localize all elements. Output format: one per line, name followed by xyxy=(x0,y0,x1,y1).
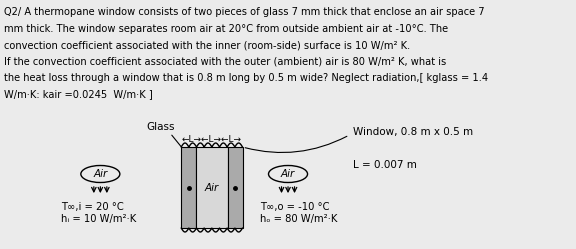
Ellipse shape xyxy=(268,166,308,183)
Bar xyxy=(181,147,196,228)
Text: T∞,i = 20 °C: T∞,i = 20 °C xyxy=(61,202,124,212)
Bar xyxy=(228,147,242,228)
Text: Q2/ A thermopane window consists of two pieces of glass 7 mm thick that enclose : Q2/ A thermopane window consists of two … xyxy=(3,7,484,17)
Bar xyxy=(196,147,228,228)
Text: W/m·K: kair =0.0245  W/m·K ]: W/m·K: kair =0.0245 W/m·K ] xyxy=(3,89,153,100)
Text: Window, 0.8 m x 0.5 m: Window, 0.8 m x 0.5 m xyxy=(353,127,473,137)
Text: the heat loss through a window that is 0.8 m long by 0.5 m wide? Neglect radiati: the heat loss through a window that is 0… xyxy=(3,73,488,83)
Text: Glass: Glass xyxy=(146,122,175,132)
Text: ←L→←L→←L→: ←L→←L→←L→ xyxy=(182,134,242,143)
Text: Air: Air xyxy=(204,183,219,192)
Text: If the convection coefficient associated with the outer (ambient) air is 80 W/m²: If the convection coefficient associated… xyxy=(3,57,446,66)
Text: Air: Air xyxy=(93,169,108,179)
Text: hᵢ = 10 W/m²·K: hᵢ = 10 W/m²·K xyxy=(61,214,137,224)
Text: Air: Air xyxy=(281,169,295,179)
Ellipse shape xyxy=(81,166,120,183)
Text: mm thick. The window separates room air at 20°C from outside ambient air at -10°: mm thick. The window separates room air … xyxy=(3,23,448,34)
Text: hₒ = 80 W/m²·K: hₒ = 80 W/m²·K xyxy=(260,214,338,224)
Text: convection coefficient associated with the inner (room-side) surface is 10 W/m² : convection coefficient associated with t… xyxy=(3,40,410,50)
Text: T∞,o = -10 °C: T∞,o = -10 °C xyxy=(260,202,329,212)
Text: L = 0.007 m: L = 0.007 m xyxy=(353,160,417,170)
